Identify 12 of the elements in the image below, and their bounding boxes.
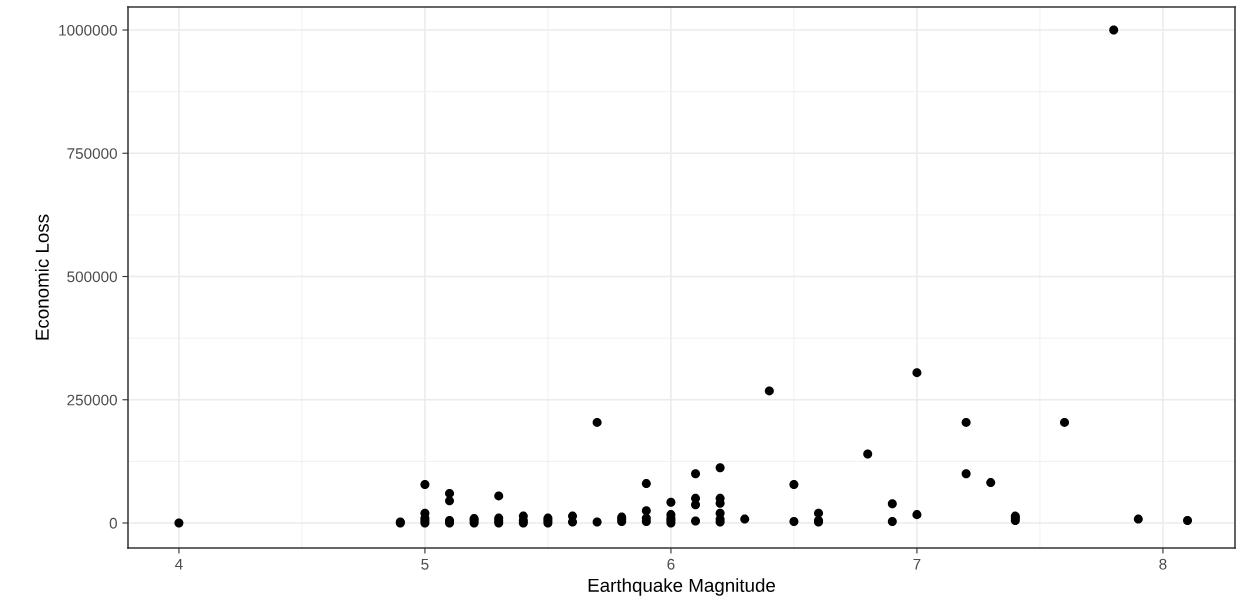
y-tick-label: 250000	[67, 394, 117, 406]
x-tick-label: 5	[421, 558, 429, 570]
y-tick-label: 500000	[67, 271, 117, 283]
x-tick-label: 6	[667, 558, 675, 570]
y-axis-title: Economic Loss	[35, 214, 49, 340]
x-tick-label: 4	[175, 558, 183, 570]
x-axis-title: Earthquake Magnitude	[588, 578, 776, 596]
y-tick-label: 0	[109, 517, 117, 529]
x-tick-label: 7	[913, 558, 921, 570]
y-tick-label: 1000000	[59, 24, 117, 36]
y-tick-label: 750000	[67, 148, 117, 159]
x-tick-label: 8	[1159, 558, 1167, 570]
